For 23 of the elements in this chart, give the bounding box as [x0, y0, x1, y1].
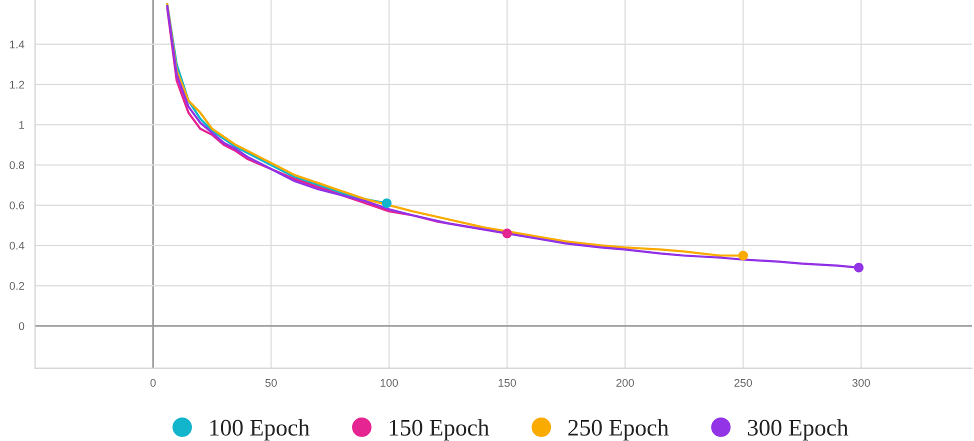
- x-tick-label: 250: [734, 378, 752, 387]
- legend-label: 100 Epoch: [210, 419, 310, 440]
- y-tick-label: 0.2: [10, 282, 24, 290]
- y-tick-label: 1.2: [10, 80, 24, 89]
- point: [854, 262, 864, 272]
- y-tick-label: 0.6: [10, 202, 24, 210]
- x-tick-label: 300: [852, 378, 870, 387]
- y-tick-label: 1.4: [10, 40, 24, 48]
- x-tick-label: 100: [380, 378, 398, 387]
- x-tick-label: 200: [616, 378, 634, 387]
- x-tick-label: 50: [265, 378, 277, 387]
- y-tick-label: 0.8: [10, 161, 24, 170]
- y-tick-label: 1: [19, 121, 24, 129]
- point: [738, 250, 748, 260]
- x-tick-label: 150: [498, 378, 516, 387]
- legend-label: 250 Epoch: [568, 419, 669, 440]
- y-tick-label: 0: [18, 322, 24, 330]
- x-tick-label: 0: [150, 378, 156, 387]
- y-tick-label: 0.4: [10, 242, 24, 250]
- legend-label: 150 Epoch: [390, 419, 490, 440]
- point: [502, 228, 512, 238]
- point: [382, 198, 392, 208]
- legend-label: 300 Epoch: [748, 419, 848, 440]
